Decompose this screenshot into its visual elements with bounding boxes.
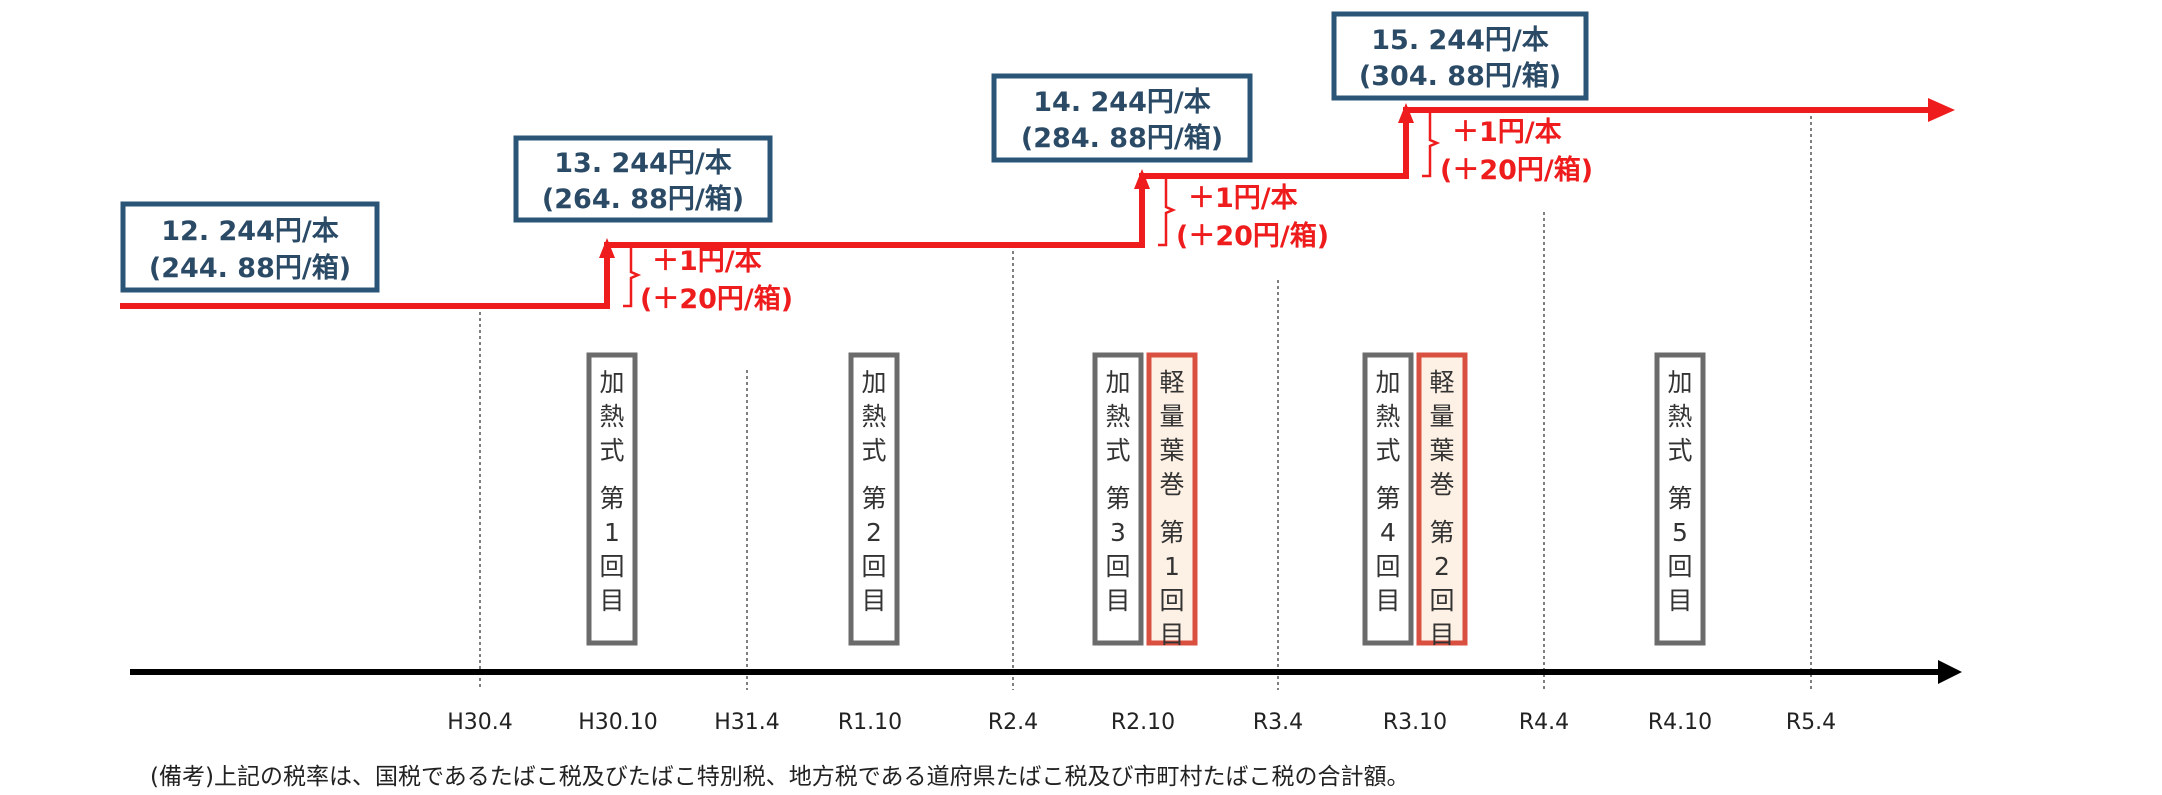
rate-box-3-per-stick: 14. 244円/本 <box>1033 87 1210 118</box>
stage-box-text: 軽量葉巻第 1 回目 <box>1159 368 1184 649</box>
stage-box-5: 加熱式第 4 回目 <box>1362 352 1414 646</box>
stage-box-frame <box>586 352 638 646</box>
tick-label: R4.10 <box>1648 710 1712 735</box>
stage-box-text: 加熱式第 4 回目 <box>1375 368 1400 615</box>
stage-box-2: 加熱式第 2 回目 <box>848 352 900 646</box>
timeline-axis-arrowhead <box>1938 660 1962 684</box>
stage-box-text: 軽量葉巻第 2 回目 <box>1429 368 1454 649</box>
stage-box-frame <box>1654 352 1706 646</box>
increase-bracket-1 <box>623 243 642 308</box>
increase-2-per-box: (＋20円/箱) <box>1176 220 1329 252</box>
rate-line-arrowhead <box>1928 98 1955 122</box>
timeline-tick-labels: H30.4 H30.10 H31.4 R1.10 R2.4 R2.10 R3.4 R3.10 R… <box>447 710 1836 735</box>
stage-box-text: 加熱式第 5 回目 <box>1667 368 1692 615</box>
step-up-arrow-3 <box>1398 103 1414 123</box>
tick-label: R3.4 <box>1253 710 1303 735</box>
increase-2-per-stick: ＋1円/本 <box>1188 183 1298 214</box>
tick-label: H30.4 <box>447 710 513 735</box>
tick-label: R2.10 <box>1111 710 1175 735</box>
tick-label: R3.10 <box>1383 710 1447 735</box>
stage-box-text: 加熱式第 3 回目 <box>1105 368 1130 615</box>
stage-box-frame <box>1092 352 1144 646</box>
rate-box-4: 15. 244円/本 (304. 88円/箱) <box>1331 11 1589 101</box>
tick-label: R5.4 <box>1786 710 1836 735</box>
tax-rate-step-line <box>120 98 1955 309</box>
rate-box-2-per-box: (264. 88円/箱) <box>542 183 744 215</box>
tick-label: H31.4 <box>714 710 780 735</box>
stage-box-6: 軽量葉巻第 2 回目 <box>1416 352 1468 649</box>
tick-label: R4.4 <box>1519 710 1569 735</box>
stage-box-1: 加熱式第 1 回目 <box>586 352 638 646</box>
increase-labels: ＋1円/本 (＋20円/箱) ＋1円/本 (＋20円/箱) ＋1円/本 (＋20… <box>640 117 1593 315</box>
step-up-arrow-1 <box>599 238 615 258</box>
stage-box-text: 加熱式第 1 回目 <box>599 368 624 615</box>
step-up-arrow-2 <box>1134 169 1150 189</box>
increase-bracket-2 <box>1158 174 1177 247</box>
stage-box-text: 加熱式第 2 回目 <box>861 368 886 615</box>
rate-box-3: 14. 244円/本 (284. 88円/箱) <box>991 73 1253 163</box>
rate-box-2: 13. 244円/本 (264. 88円/箱) <box>513 135 773 223</box>
stage-boxes: 加熱式第 1 回目 加熱式第 2 回目 加熱式第 3 回目 軽量葉巻第 1 回目 加熱式第 4 回目 軽量葉巻… <box>586 352 1706 649</box>
rate-boxes: 12. 244円/本 (244. 88円/箱) 13. 244円/本 (264.… <box>120 11 1589 293</box>
increase-brackets <box>623 108 1441 308</box>
tick-label: R2.4 <box>988 710 1038 735</box>
stage-box-frame <box>1362 352 1414 646</box>
increase-3-per-stick: ＋1円/本 <box>1452 117 1562 148</box>
increase-bracket-3 <box>1422 108 1441 178</box>
tick-label: R1.10 <box>838 710 902 735</box>
stage-box-7: 加熱式第 5 回目 <box>1654 352 1706 646</box>
rate-box-2-per-stick: 13. 244円/本 <box>554 148 731 179</box>
rate-box-1: 12. 244円/本 (244. 88円/箱) <box>120 201 380 293</box>
footnote: (備考)上記の税率は、国税であるたばこ税及びたばこ特別税、地方税である道府県たば… <box>150 764 1410 790</box>
rate-box-3-per-box: (284. 88円/箱) <box>1021 122 1223 154</box>
stage-box-frame <box>1416 352 1468 646</box>
stage-box-3: 加熱式第 3 回目 <box>1092 352 1144 646</box>
stage-box-frame <box>848 352 900 646</box>
rate-box-1-per-box: (244. 88円/箱) <box>149 252 351 284</box>
rate-box-1-per-stick: 12. 244円/本 <box>161 216 338 247</box>
increase-3-per-box: (＋20円/箱) <box>1440 154 1593 186</box>
rate-box-4-per-stick: 15. 244円/本 <box>1371 25 1548 56</box>
stage-box-4: 軽量葉巻第 1 回目 <box>1146 352 1198 649</box>
timeline-axis <box>130 660 1962 684</box>
rate-box-4-per-box: (304. 88円/箱) <box>1359 60 1561 92</box>
tick-label: H30.10 <box>578 710 658 735</box>
timeline-guide-lines <box>479 110 1812 690</box>
increase-1-per-stick: ＋1円/本 <box>652 246 762 277</box>
stage-box-frame <box>1146 352 1198 646</box>
increase-1-per-box: (＋20円/箱) <box>640 283 793 315</box>
